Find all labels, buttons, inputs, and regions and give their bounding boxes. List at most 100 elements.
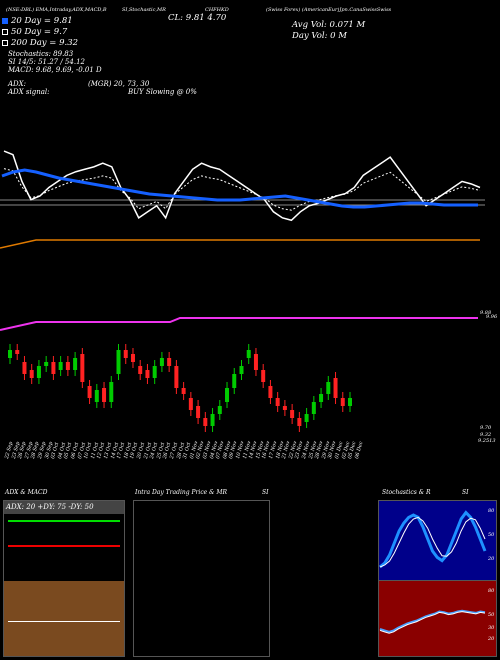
candle-body <box>102 388 107 402</box>
legend-swatch-20day <box>2 18 8 24</box>
legend-swatch-200day <box>2 40 8 46</box>
chart-title-left: (NSE:DBL) EMA,Intraday,ADX,MACD,B <box>6 7 107 13</box>
candle-body <box>22 362 27 374</box>
rsi-panel <box>378 580 497 657</box>
symbol-label: CHFHKD <box>205 7 229 13</box>
candle-body <box>319 394 324 402</box>
price-label-2: 9.96 <box>486 314 498 320</box>
candle-body <box>210 414 215 426</box>
candle-body <box>29 370 34 378</box>
rsi-tick-30: 30 <box>488 625 495 631</box>
adx-red-line <box>8 545 120 547</box>
price-label-4: 9.32 <box>480 432 492 438</box>
adx-readout-box <box>4 501 124 514</box>
ema20-line <box>1 168 478 209</box>
candle-body <box>304 414 309 422</box>
candle-body <box>51 362 56 374</box>
macd-orange-line <box>0 239 480 249</box>
candle-body <box>36 366 41 378</box>
adx-green-line <box>8 520 120 522</box>
ema200-line <box>0 317 478 331</box>
candle-body <box>130 354 135 362</box>
candle-body <box>123 350 128 358</box>
stochastics-readout: Stochastics: 89.83 <box>8 50 74 58</box>
candle-body <box>188 398 193 410</box>
candle-body <box>203 418 208 426</box>
candle-body <box>239 366 244 374</box>
candle-body <box>15 350 20 354</box>
candle-body <box>58 362 63 370</box>
rsi-tick-20: 20 <box>488 636 495 642</box>
legend-label-200day: 200 Day = 9.32 <box>11 38 79 48</box>
candle-body <box>159 358 164 366</box>
adx-panel-readout: ADX: 20 +DY: 75 -DY: 50 <box>6 503 94 511</box>
day-vol-label: Day Vol: 0 M <box>292 31 347 41</box>
candle-body <box>311 402 316 414</box>
price-label-3: 9.70 <box>480 425 492 431</box>
candle-body <box>253 354 258 370</box>
candle-body <box>246 350 251 358</box>
intraday-panel <box>133 500 270 657</box>
candle-body <box>196 406 201 418</box>
stochastic-signal-line <box>3 168 481 211</box>
price-label-5: 9.2513 <box>478 438 496 444</box>
candle-body <box>73 358 78 370</box>
candle-body <box>8 350 12 358</box>
stoch-panel-title: Stochastics & R <box>382 489 431 496</box>
candle-body <box>167 358 172 366</box>
stoch-tick-50: 50 <box>488 532 495 538</box>
candle-body <box>116 350 121 374</box>
rsi-tick-80: 80 <box>488 588 495 594</box>
legend-swatch-50day <box>2 29 8 35</box>
candle-body <box>87 386 92 398</box>
intraday-panel-si: SI <box>262 489 269 496</box>
candle-body <box>217 406 222 414</box>
candle-body <box>44 362 49 366</box>
macd-line <box>8 621 120 622</box>
candle-body <box>268 386 273 398</box>
candle-body <box>340 398 345 406</box>
macd-readout: MACD: 9.68, 9.69, -0.01 D <box>8 66 102 74</box>
candle-body <box>275 398 280 406</box>
price-label-1: 9.88 <box>480 310 492 316</box>
chart-title-mid: SI,Stochastic,MR <box>122 7 166 13</box>
candle-body <box>181 388 186 394</box>
chart-title-right: (Swiss Forex) (AmericanEur)Jpn.CanaSwiss… <box>266 7 392 13</box>
candle-body <box>232 374 237 388</box>
adx-readout: ADX: <box>8 80 27 88</box>
candle-body <box>65 362 70 370</box>
candle-body <box>348 398 352 406</box>
candle-body <box>333 378 338 398</box>
main-chart <box>0 150 485 432</box>
candle-body <box>94 390 99 402</box>
buy-signal-readout: BUY Slowing @ 0% <box>128 88 197 96</box>
stoch-panel <box>378 500 497 582</box>
candle-body <box>282 406 287 410</box>
legend-label-20day: 20 Day = 9.81 <box>11 16 73 26</box>
candle-body <box>225 388 230 402</box>
intraday-panel-title: Intra Day Trading Price & MR <box>135 489 228 496</box>
stoch-tick-80: 80 <box>488 508 495 514</box>
adx-panel-title: ADX & MACD <box>5 489 48 496</box>
candle-body <box>145 370 150 378</box>
legend-label-50day: 50 Day = 9.7 <box>11 27 68 37</box>
stoch-tick-20: 20 <box>488 556 495 562</box>
candle-body <box>297 418 302 426</box>
close-label: CL: 9.81 4.70 <box>168 13 227 23</box>
candle-body <box>174 366 179 388</box>
adx-signal-readout: ADX signal: <box>8 88 50 96</box>
candle-body <box>109 382 114 402</box>
si-readout: SI 14/5: 51.27 / 54.12 <box>8 58 85 66</box>
candle-body <box>152 366 157 378</box>
stoch-panel-si: SI <box>462 489 469 496</box>
adx-panel: ADX: 20 +DY: 75 -DY: 50 <box>3 500 125 657</box>
rsi-tick-50: 50 <box>488 612 495 618</box>
stochastic-line <box>3 150 481 222</box>
candle-body <box>261 370 266 382</box>
candle-body <box>290 410 295 418</box>
candle-body <box>138 366 143 374</box>
candle-body <box>80 354 85 382</box>
mrsi-readout: (MGR) 20, 73, 30 <box>88 80 150 88</box>
candle-body <box>326 382 331 394</box>
avg-vol-label: Avg Vol: 0.071 M <box>292 20 366 30</box>
